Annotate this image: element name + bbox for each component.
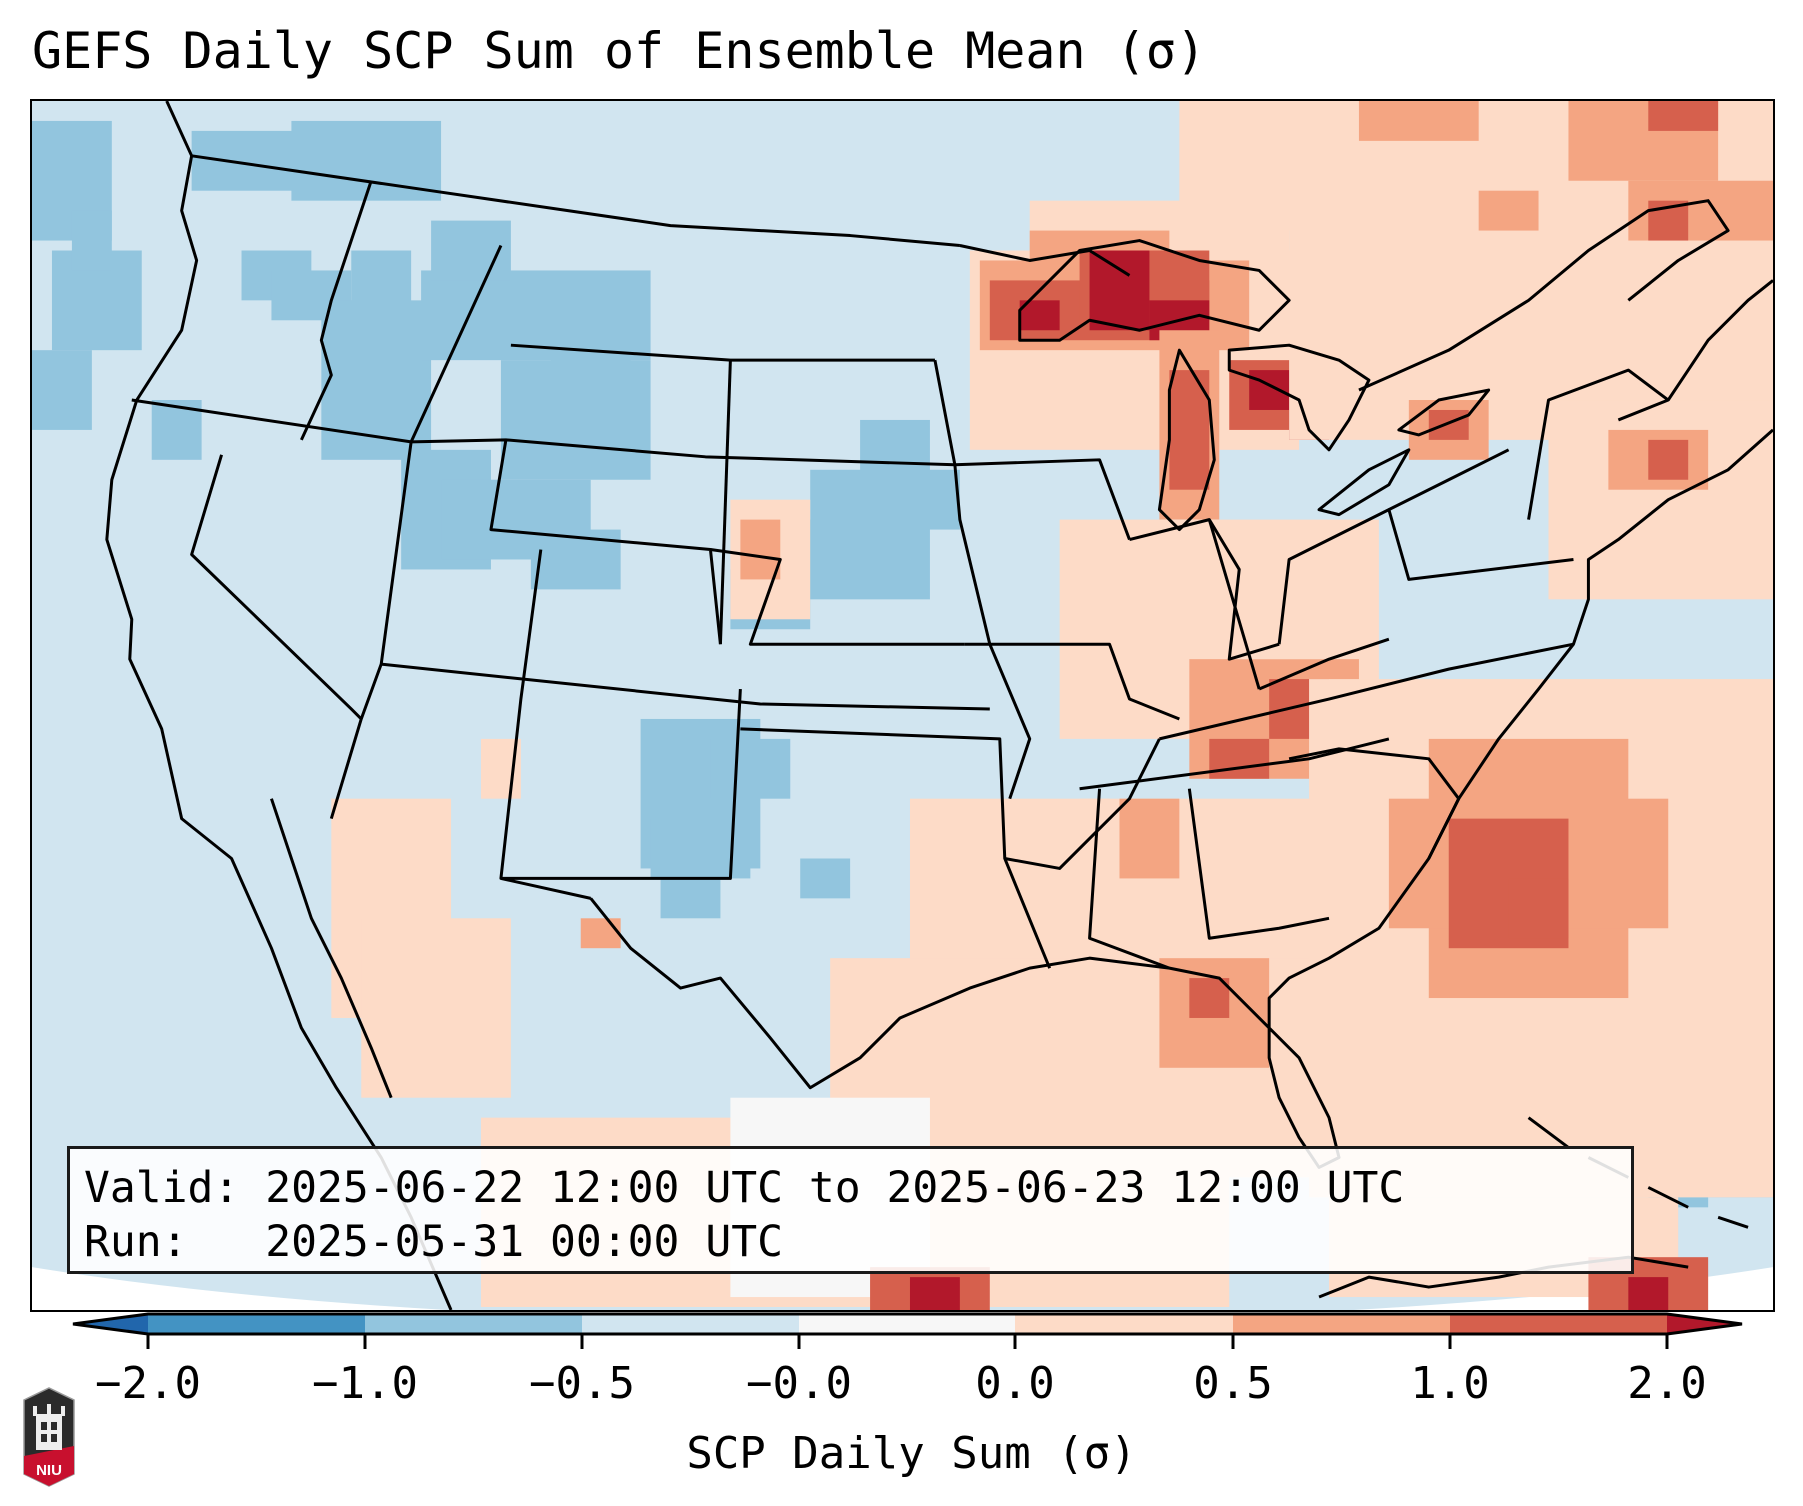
state-lines bbox=[964, 642, 1180, 721]
colorbar-tick-label: −0.0 bbox=[746, 1358, 852, 1409]
state-lines bbox=[740, 727, 1052, 969]
state-lines bbox=[499, 549, 543, 879]
colorbar-segment bbox=[1450, 1314, 1667, 1334]
colorbar-tick-label: −2.0 bbox=[95, 1358, 201, 1409]
anomaly-cell bbox=[1478, 190, 1539, 231]
colorbar-segment bbox=[582, 1314, 799, 1334]
state-lines bbox=[1159, 642, 1574, 741]
state-lines bbox=[489, 439, 722, 645]
logo-text: NIU bbox=[36, 1462, 62, 1479]
colorbar bbox=[72, 1312, 1743, 1349]
chart-title: GEFS Daily SCP Sum of Ensemble Mean (σ) bbox=[32, 22, 1206, 80]
state-lines bbox=[499, 688, 742, 900]
colorbar-extend-max bbox=[1667, 1314, 1742, 1334]
state-lines bbox=[381, 662, 990, 711]
valid-time-line: Valid: 2025-06-22 12:00 UTC to 2025-06-2… bbox=[84, 1163, 1405, 1213]
lake-ontario bbox=[1397, 388, 1491, 437]
colorbar-segment bbox=[148, 1314, 365, 1334]
colorbar-tick-label: 0.0 bbox=[975, 1358, 1055, 1409]
colorbar-tick-label: 2.0 bbox=[1627, 1358, 1707, 1409]
anomaly-cell bbox=[1508, 878, 1569, 939]
state-lines bbox=[710, 548, 965, 646]
anomaly-cell bbox=[710, 738, 791, 799]
state-lines bbox=[329, 441, 413, 820]
state-lines bbox=[1207, 519, 1261, 690]
state-lines bbox=[933, 359, 1032, 800]
logo-tower bbox=[36, 1414, 62, 1450]
anomaly-cell bbox=[351, 250, 412, 331]
colorbar-extend-min bbox=[73, 1314, 148, 1334]
state-lines bbox=[409, 244, 503, 443]
colorbar-segment bbox=[799, 1314, 1015, 1334]
info-box: Valid: 2025-06-22 12:00 UTC to 2025-06-2… bbox=[67, 1146, 1634, 1274]
anomaly-cell bbox=[71, 210, 112, 271]
anomaly-cell bbox=[1358, 101, 1479, 141]
state-lines bbox=[300, 180, 373, 441]
state-lines bbox=[718, 360, 732, 645]
colorbar-tick-label: −1.0 bbox=[312, 1358, 418, 1409]
colorbar-tick-label: −0.5 bbox=[529, 1358, 635, 1409]
anomaly-cell bbox=[580, 918, 621, 949]
map-canvas bbox=[32, 101, 1773, 1310]
anomaly-cell bbox=[860, 419, 930, 480]
colorbar-segment bbox=[1233, 1314, 1450, 1334]
anomaly-cell bbox=[650, 818, 751, 879]
lake-michigan bbox=[1157, 348, 1216, 532]
state-lines bbox=[1004, 738, 1161, 870]
canada-border bbox=[191, 154, 961, 248]
coastline-west bbox=[105, 101, 453, 1310]
anomaly-cell bbox=[361, 918, 511, 1098]
state-lines bbox=[1258, 637, 1390, 691]
anomaly-cell bbox=[1648, 439, 1689, 480]
colorbar-segment bbox=[365, 1314, 582, 1334]
anomaly-cell bbox=[1089, 250, 1150, 331]
anomaly-cell bbox=[909, 1277, 960, 1310]
anomaly-cell bbox=[660, 878, 721, 919]
anomaly-cell bbox=[191, 130, 312, 191]
state-lines bbox=[190, 454, 363, 721]
map-frame bbox=[30, 99, 1775, 1312]
anomaly-cell bbox=[1648, 101, 1719, 131]
state-lines bbox=[954, 458, 1131, 541]
anomaly-cell bbox=[1189, 978, 1230, 1018]
colorbar-tick-label: 0.5 bbox=[1193, 1358, 1273, 1409]
state-lines bbox=[1527, 368, 1670, 520]
coastline-baja bbox=[270, 798, 393, 1099]
anomaly-cell bbox=[1628, 1277, 1669, 1310]
anomaly-cell bbox=[909, 798, 1110, 969]
run-time-line: Run: 2025-05-31 00:00 UTC bbox=[84, 1217, 783, 1267]
state-lines bbox=[1088, 788, 1170, 970]
anomaly-cell bbox=[1119, 798, 1180, 879]
state-lines bbox=[1388, 448, 1510, 511]
lake-huron bbox=[1227, 343, 1371, 452]
state-lines bbox=[1187, 788, 1330, 940]
colorbar-label: SCP Daily Sum (σ) bbox=[686, 1428, 1137, 1479]
anomaly-cell bbox=[32, 350, 92, 430]
anomaly-cell bbox=[740, 519, 781, 580]
canada-border-lakes bbox=[959, 244, 1131, 277]
anomaly-cell bbox=[1548, 400, 1773, 600]
logo-red-band bbox=[24, 1446, 74, 1486]
coastline-northeast bbox=[1666, 279, 1773, 401]
state-lines bbox=[1079, 737, 1390, 791]
colorbar-segment bbox=[1015, 1314, 1233, 1334]
niu-logo: NIU bbox=[23, 1387, 75, 1487]
anomaly-cell bbox=[800, 858, 851, 899]
colorbar-tick-label: 1.0 bbox=[1410, 1358, 1490, 1409]
coastline-st-lawrence bbox=[1358, 199, 1730, 392]
anomaly-cell bbox=[1209, 738, 1270, 779]
anomaly-cell bbox=[1428, 409, 1469, 440]
lake-erie bbox=[1317, 448, 1411, 517]
lake-superior bbox=[1018, 239, 1291, 342]
